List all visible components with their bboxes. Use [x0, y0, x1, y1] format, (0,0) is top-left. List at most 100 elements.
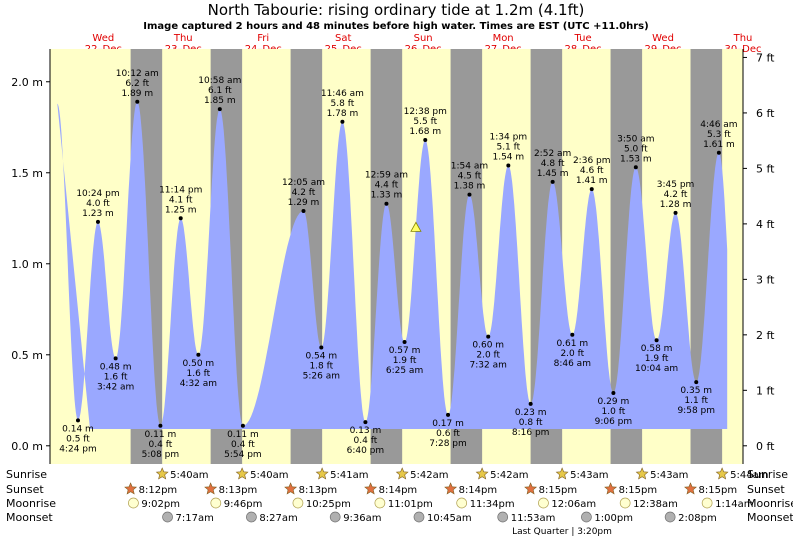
sunrise-icon [395, 467, 409, 480]
sunset-entry: 8:15pm [524, 482, 577, 496]
day-of-week: Mon [493, 33, 514, 44]
tide-m-label: 1.78 m [327, 109, 359, 119]
day-of-week: Sun [414, 33, 433, 44]
y-tick-ft-label: 6 ft [756, 107, 775, 120]
tide-ft-label: 1.9 ft [393, 356, 417, 366]
tide-extremes: 0.14 m0.5 ft4:24 pm 10:24 pm4.0 ft1.23 m 0… [59, 69, 737, 460]
high-tide-point: 4:46 am5.3 ft1.61 m [700, 120, 738, 155]
moonrise-entry: 11:01pm [374, 497, 433, 510]
tide-ft-label: 1.9 ft [645, 354, 669, 364]
tide-m-label: 0.58 m [641, 344, 673, 354]
tide-ft-label: 5.1 ft [496, 142, 520, 152]
sunset-time: 8:12pm [139, 485, 178, 496]
tide-point-dot [178, 216, 183, 221]
y-tick-ft-label: 4 ft [756, 218, 775, 231]
tide-time-label: 7:32 am [470, 361, 507, 371]
sunrise-entry: 5:44am [715, 467, 768, 481]
sunrise-time: 5:42am [490, 470, 528, 481]
tide-time-label: 3:50 am [617, 134, 654, 144]
moonrise-time: 11:01pm [388, 499, 433, 510]
tide-point-dot [158, 423, 163, 428]
moonrise-entry: 12:38am [619, 497, 678, 510]
tide-m-label: 0.35 m [680, 386, 712, 396]
day-of-week: Wed [652, 33, 674, 44]
sunrise-time: 5:40am [170, 470, 208, 481]
moonrise-icon [619, 497, 631, 509]
tide-time-label: 2:36 pm [573, 156, 611, 166]
high-tide-point: 10:58 am6.1 ft1.85 m [198, 76, 241, 112]
tide-point-dot [217, 107, 222, 112]
tide-point-dot [694, 380, 699, 385]
tide-ft-label: 0.4 ft [354, 436, 378, 446]
moonrise-time: 9:02pm [141, 499, 180, 510]
moonrise-entry: 1:14am [701, 497, 753, 510]
moonrise-icon [456, 497, 468, 509]
tide-time-label: 9:06 pm [595, 417, 633, 427]
tide-ft-label: 0.6 ft [436, 429, 460, 439]
tide-m-label: 0.60 m [472, 341, 504, 351]
low-tide-point: 0.14 m0.5 ft4:24 pm [59, 418, 97, 454]
tide-m-label: 1.41 m [576, 176, 608, 186]
chart-title: North Tabourie: rising ordinary tide at … [208, 1, 585, 19]
sunrise-icon [235, 467, 249, 480]
tide-m-label: 1.45 m [537, 169, 569, 179]
moonset-entry: 1:00pm [581, 511, 633, 524]
tide-m-label: 0.50 m [183, 359, 215, 369]
sunrise-time: 5:41am [330, 470, 368, 481]
tide-point-dot [633, 165, 638, 170]
low-tide-point: 0.60 m2.0 ft7:32 am [470, 334, 507, 371]
tide-time-label: 11:46 am [321, 89, 364, 99]
sunset-entry: 8:15pm [604, 482, 658, 496]
tide-m-label: 0.61 m [556, 339, 588, 349]
astro-row-label-right: Moonset [747, 511, 793, 524]
low-tide-point: 0.50 m1.6 ft4:32 am [180, 352, 217, 389]
y-tick-ft-label: 1 ft [756, 384, 775, 397]
sunset-icon [524, 482, 538, 495]
moonset-time: 10:45am [427, 513, 472, 524]
moonset-entry: 9:36am [329, 511, 382, 524]
tide-point-dot [673, 210, 678, 215]
sunset-time: 8:15pm [619, 485, 658, 496]
tide-time-label: 3:42 am [97, 382, 134, 392]
sunset-entry: 8:15pm [684, 482, 737, 496]
tide-time-label: 10:04 am [635, 364, 678, 374]
tide-m-label: 0.29 m [598, 397, 630, 407]
moonset-time: 2:08pm [678, 513, 717, 524]
high-tide-point: 10:24 pm4.0 ft1.23 m [76, 189, 120, 224]
tide-ft-label: 0.5 ft [66, 434, 90, 444]
moonrise-time: 12:06am [551, 499, 596, 510]
sunrise-entry: 5:43am [635, 467, 688, 481]
tide-m-label: 1.38 m [454, 182, 486, 192]
y-tick-ft-label: 5 ft [756, 162, 775, 175]
tide-time-label: 8:46 am [554, 359, 591, 369]
moonset-time: 7:17am [176, 513, 214, 524]
sunrise-entry: 5:40am [235, 467, 288, 481]
tide-m-label: 1.23 m [82, 209, 114, 219]
tide-ft-label: 1.1 ft [684, 396, 708, 406]
tide-ft-label: 4.1 ft [169, 195, 193, 205]
tide-m-label: 1.53 m [620, 154, 652, 164]
moonset-time: 8:27am [259, 513, 297, 524]
high-tide-point: 1:34 pm5.1 ft1.54 m [490, 132, 528, 168]
sunset-time: 8:14pm [379, 485, 418, 496]
tide-m-label: 0.17 m [432, 419, 464, 429]
tide-time-label: 10:24 pm [76, 189, 119, 199]
tide-time-label: 6:25 am [386, 366, 423, 376]
axes: 0.0 m 0.5 m 1.0 m 1.5 m 2.0 m 0 ft 1 ft 2 ft 3 f… [11, 49, 775, 464]
moonrise-icon [292, 497, 304, 509]
tide-m-label: 0.54 m [305, 352, 337, 362]
moonrise-icon [128, 497, 139, 509]
sunset-entry: 8:14pm [364, 482, 418, 496]
tide-point-dot [423, 138, 428, 143]
low-tide-point: 0.29 m1.0 ft9:06 pm [595, 391, 633, 427]
moonset-icon [246, 511, 257, 523]
tide-time-label: 1:34 pm [490, 132, 528, 142]
y-tick-m-label: 1.0 m [11, 258, 43, 271]
sunrise-entry: 5:43am [555, 467, 608, 481]
astro-row-label-right: Sunset [747, 483, 785, 496]
tide-time-label: 11:14 pm [159, 185, 202, 195]
tide-point-dot [654, 338, 659, 343]
